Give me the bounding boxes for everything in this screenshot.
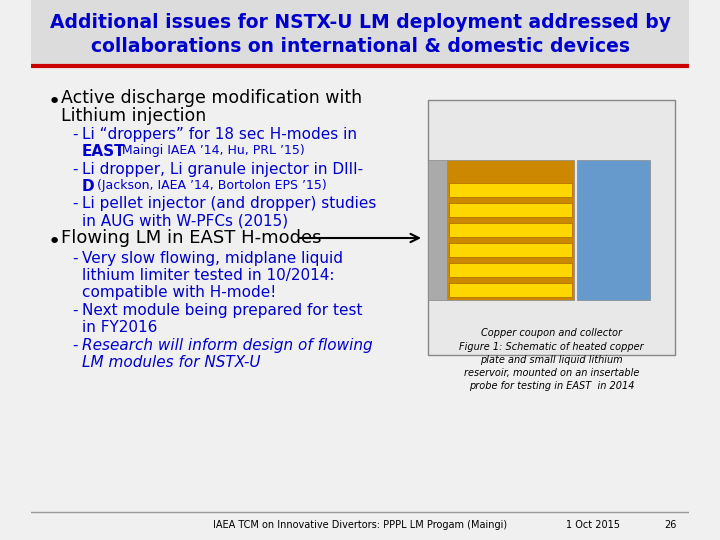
Text: -: - (73, 251, 78, 266)
FancyBboxPatch shape (449, 243, 572, 257)
FancyBboxPatch shape (449, 223, 572, 237)
Text: Copper coupon and collector: Copper coupon and collector (481, 328, 622, 338)
Text: •: • (48, 232, 61, 252)
FancyBboxPatch shape (577, 160, 650, 300)
Text: Li dropper, Li granule injector in DIII-: Li dropper, Li granule injector in DIII- (81, 162, 363, 177)
Text: Active discharge modification with: Active discharge modification with (60, 89, 362, 107)
FancyBboxPatch shape (446, 160, 575, 300)
Text: Lithium injection: Lithium injection (60, 107, 206, 125)
Text: Flowing LM in EAST H-modes: Flowing LM in EAST H-modes (60, 229, 321, 247)
Text: Li pellet injector (and dropper) studies: Li pellet injector (and dropper) studies (81, 196, 376, 211)
FancyBboxPatch shape (449, 203, 572, 217)
Text: -: - (73, 127, 78, 142)
Text: IAEA TCM on Innovative Divertors: PPPL LM Progam (Maingi): IAEA TCM on Innovative Divertors: PPPL L… (213, 520, 507, 530)
Text: (Maingi IAEA ’14, Hu, PRL ’15): (Maingi IAEA ’14, Hu, PRL ’15) (113, 144, 305, 157)
Text: Very slow flowing, midplane liquid: Very slow flowing, midplane liquid (81, 251, 343, 266)
Text: -: - (73, 303, 78, 318)
Text: -: - (73, 196, 78, 211)
Text: -: - (73, 338, 78, 353)
Text: lithium limiter tested in 10/2014:: lithium limiter tested in 10/2014: (81, 268, 334, 283)
FancyBboxPatch shape (449, 183, 572, 197)
Text: Li “droppers” for 18 sec H-modes in: Li “droppers” for 18 sec H-modes in (81, 127, 356, 142)
Text: Research will inform design of flowing: Research will inform design of flowing (81, 338, 372, 353)
Text: LM modules for NSTX-U: LM modules for NSTX-U (81, 355, 260, 370)
Text: (Jackson, IAEA ’14, Bortolon EPS ’15): (Jackson, IAEA ’14, Bortolon EPS ’15) (93, 179, 326, 192)
Text: collaborations on international & domestic devices: collaborations on international & domest… (91, 37, 629, 57)
Text: EAST: EAST (81, 144, 125, 159)
Text: •: • (48, 92, 61, 112)
FancyBboxPatch shape (449, 263, 572, 277)
FancyBboxPatch shape (428, 100, 675, 355)
Text: plate and small liquid lithium: plate and small liquid lithium (480, 355, 623, 365)
Text: probe for testing in EAST  in 2014: probe for testing in EAST in 2014 (469, 381, 634, 391)
Text: -: - (73, 162, 78, 177)
Text: in FY2016: in FY2016 (81, 320, 157, 335)
FancyBboxPatch shape (32, 0, 688, 65)
Text: reservoir, mounted on an insertable: reservoir, mounted on an insertable (464, 368, 639, 378)
Text: compatible with H-mode!: compatible with H-mode! (81, 285, 276, 300)
Text: in AUG with W-PFCs (2015): in AUG with W-PFCs (2015) (81, 213, 288, 228)
FancyBboxPatch shape (428, 160, 446, 300)
FancyArrowPatch shape (299, 234, 419, 242)
Text: 1 Oct 2015: 1 Oct 2015 (566, 520, 620, 530)
Text: Next module being prepared for test: Next module being prepared for test (81, 303, 362, 318)
Text: D: D (81, 179, 94, 194)
FancyBboxPatch shape (449, 283, 572, 297)
Text: Additional issues for NSTX-U LM deployment addressed by: Additional issues for NSTX-U LM deployme… (50, 14, 670, 32)
Text: 26: 26 (664, 520, 676, 530)
Text: Figure 1: Schematic of heated copper: Figure 1: Schematic of heated copper (459, 342, 644, 352)
